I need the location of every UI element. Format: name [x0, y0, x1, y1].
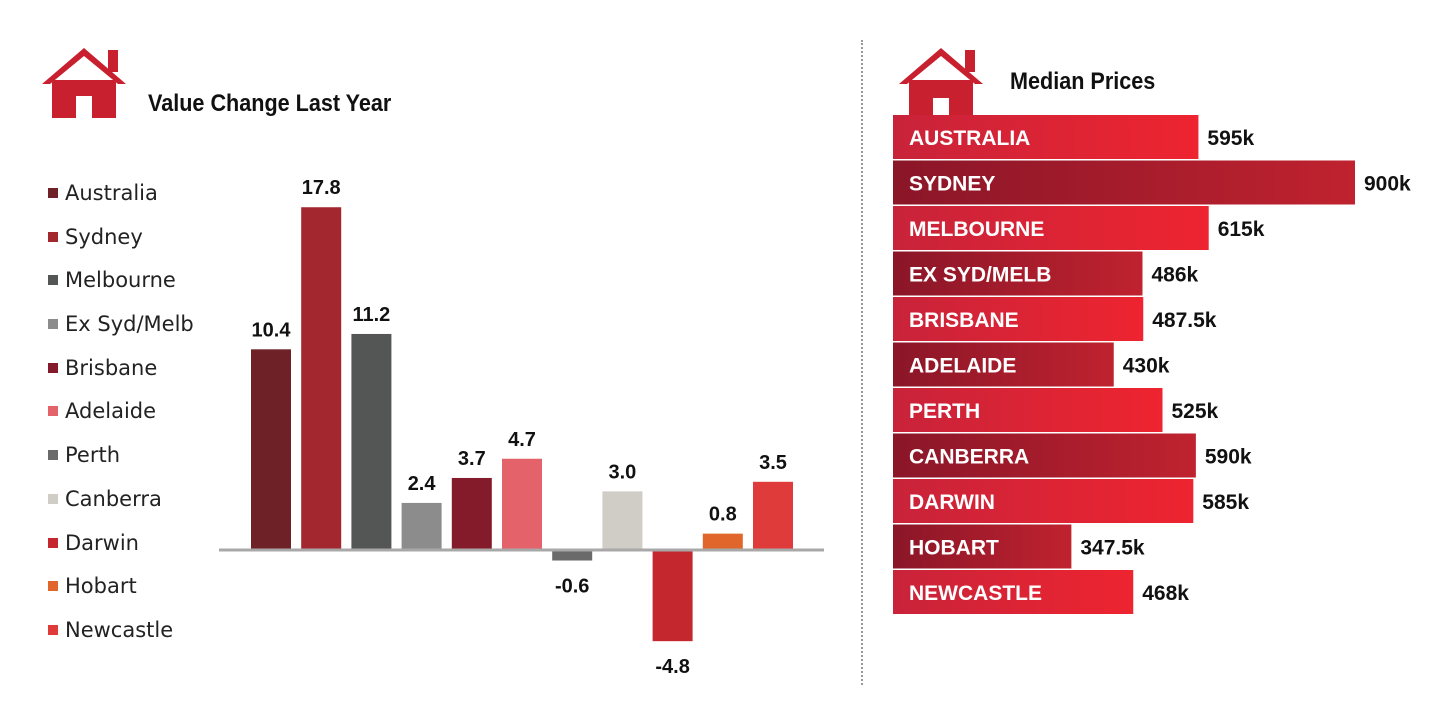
hbar-newcastle [893, 570, 1134, 614]
bar-ex-syd-melb [401, 502, 442, 549]
bar-hobart [702, 533, 743, 549]
legend-label: Sydney [65, 224, 143, 249]
legend-label: Australia [65, 181, 158, 205]
hbar-category-label: CANBERRA [909, 446, 1029, 469]
legend-label: Darwin [65, 530, 139, 555]
bar-value-label: 3.7 [458, 448, 486, 470]
hbar-australia [893, 115, 1199, 159]
bar-value-label: 3.5 [759, 452, 787, 474]
hbar-value-label: 486k [1151, 264, 1198, 287]
legend-swatch [48, 624, 58, 635]
bar-chart: 10.4 17.8 11.2 2.4 3.7 4.7 -0.6 3.0 -4.8 0.8 3.5 [219, 177, 824, 678]
legend-label: Melbourne [65, 268, 176, 293]
legend-label: Adelaide [65, 399, 157, 424]
hbar-canberra [893, 433, 1196, 478]
legend-label: Brisbane [65, 355, 158, 380]
bar-newcastle [753, 481, 793, 549]
hbar-value-label: 595k [1207, 127, 1254, 150]
legend-swatch [48, 231, 58, 242]
hbar-melbourne [893, 206, 1209, 250]
legend-label: Canberra [65, 486, 162, 511]
bar-value-label: -4.8 [655, 656, 689, 678]
bar-value-label: 17.8 [302, 177, 341, 199]
bar-adelaide [502, 458, 542, 549]
hbar-value-label: 585k [1202, 491, 1249, 514]
bar-value-label: 4.7 [508, 429, 536, 451]
legend-swatch [48, 319, 58, 330]
legend-swatch [48, 406, 58, 417]
hbar-darwin [893, 479, 1194, 523]
hbar-value-label: 525k [1172, 400, 1219, 423]
hbar-value-label: 487.5k [1152, 309, 1217, 332]
hbar-chart-title: Median Prices [1010, 68, 1156, 95]
legend-label: Newcastle [65, 617, 174, 642]
bar-value-label: 3.0 [608, 461, 636, 483]
hbar-category-label: ADELAIDE [909, 355, 1016, 378]
hbar-ex-syd-melb [893, 251, 1143, 296]
bar-chart-title: Value Change Last Year [148, 90, 392, 117]
legend-swatch [48, 450, 58, 461]
hbar-value-label: 590k [1205, 446, 1252, 469]
bar-sydney [301, 207, 342, 550]
legend-label: Perth [65, 443, 121, 468]
hbar-category-label: NEWCASTLE [909, 582, 1042, 605]
legend-swatch [48, 275, 58, 286]
bar-value-label: 11.2 [352, 304, 390, 326]
bar-value-label: 0.8 [709, 504, 737, 526]
legend-label: Ex Syd/Melb [65, 312, 194, 337]
hbar-value-label: 468k [1142, 582, 1189, 605]
bar-brisbane [451, 477, 492, 549]
bar-australia [251, 349, 291, 549]
bar-melbourne [351, 333, 392, 549]
hbar-sydney [893, 160, 1355, 205]
hbar-category-label: AUSTRALIA [909, 127, 1030, 150]
hbar-hobart [893, 524, 1072, 569]
hbar-category-label: MELBOURNE [909, 218, 1044, 241]
legend-swatch [48, 188, 58, 198]
legend-label: Hobart [65, 574, 137, 599]
hbar-category-label: PERTH [909, 400, 980, 423]
bar-darwin [652, 549, 693, 642]
house-icon [42, 48, 126, 118]
hbar-category-label: HOBART [909, 537, 999, 560]
legend-swatch [48, 493, 58, 504]
hbar-category-label: BRISBANE [909, 309, 1019, 332]
hbar-category-label: DARWIN [909, 491, 995, 514]
hbar-value-label: 430k [1123, 355, 1170, 378]
legend-swatch [48, 362, 58, 373]
hbar-category-label: SYDNEY [909, 173, 995, 196]
bar-value-label: 10.4 [252, 319, 292, 341]
hbar-perth [893, 388, 1163, 432]
bar-value-label: 2.4 [408, 473, 437, 495]
hbar-value-label: 347.5k [1080, 537, 1145, 560]
house-icon [899, 48, 983, 118]
hbar-value-label: 615k [1218, 218, 1265, 241]
hbar-category-label: EX SYD/MELB [909, 264, 1051, 287]
divider [861, 40, 863, 685]
hbar-value-label: 900k [1364, 173, 1411, 196]
bar-canberra [602, 491, 643, 549]
legend-swatch [48, 581, 58, 592]
legend-swatch [48, 537, 58, 548]
bar-perth [552, 549, 593, 561]
hbar-brisbane [893, 297, 1144, 341]
bar-value-label: -0.6 [555, 576, 589, 598]
hbar-adelaide [893, 342, 1114, 387]
